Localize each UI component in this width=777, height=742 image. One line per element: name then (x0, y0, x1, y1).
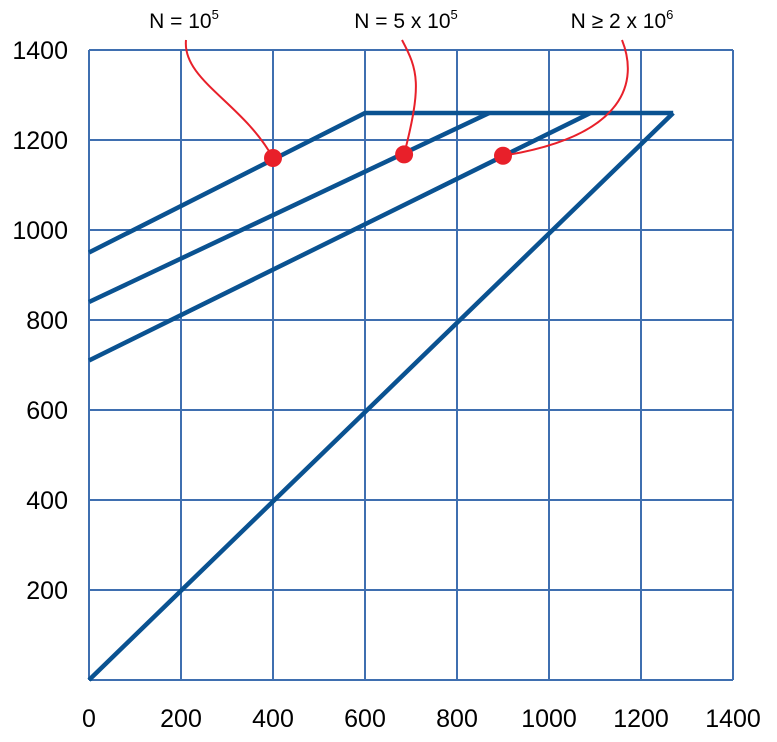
x-tick-label: 400 (252, 705, 294, 733)
markers (264, 145, 512, 167)
y-tick-label: 400 (26, 487, 68, 515)
x-tick-label: 1000 (521, 705, 577, 733)
series-line (88, 110, 491, 305)
x-tick-label: 600 (344, 705, 386, 733)
y-tick-label: 600 (26, 397, 68, 425)
x-axis-ticks: 0 200 400 600 800 1000 1200 1400 (82, 705, 761, 733)
y-tick-label: 1400 (12, 37, 68, 65)
annotation-superscript: 5 (451, 7, 458, 22)
annotation-superscript: 6 (666, 7, 673, 22)
y-tick-label: 1200 (12, 127, 68, 155)
annotation-superscript: 5 (212, 7, 219, 22)
annotation-label: N = 105 (149, 7, 219, 33)
leader-lines (184, 39, 629, 159)
series-group (87, 110, 675, 682)
data-marker (494, 146, 512, 165)
leader-line (502, 39, 629, 157)
x-tick-label: 1400 (705, 705, 761, 733)
series-line (87, 111, 675, 682)
y-tick-label: 1000 (12, 217, 68, 245)
leader-line (401, 39, 417, 155)
y-axis-ticks: 200 400 600 800 1000 1200 1400 (12, 37, 68, 605)
annotation-label: N ≥ 2 x 106 (571, 7, 674, 33)
series-line (87, 110, 674, 255)
grid (88, 49, 734, 681)
y-tick-label: 800 (26, 307, 68, 335)
x-tick-label: 200 (160, 705, 202, 733)
x-tick-label: 0 (82, 705, 96, 733)
annotation-label: N = 5 x 105 (354, 7, 458, 33)
y-tick-label: 200 (26, 577, 68, 605)
annotation-base: N = 10 (149, 10, 211, 33)
x-tick-label: 800 (436, 705, 478, 733)
annotation-base: N ≥ 2 x 10 (571, 10, 667, 33)
data-marker (395, 145, 414, 164)
series-line (88, 110, 592, 363)
x-tick-label: 1200 (613, 705, 669, 733)
leader-line (184, 39, 274, 159)
annotation-base: N = 5 x 10 (354, 10, 450, 33)
data-marker (264, 149, 282, 167)
annotations: N = 105 N = 5 x 105 N ≥ 2 x 106 (149, 7, 673, 33)
